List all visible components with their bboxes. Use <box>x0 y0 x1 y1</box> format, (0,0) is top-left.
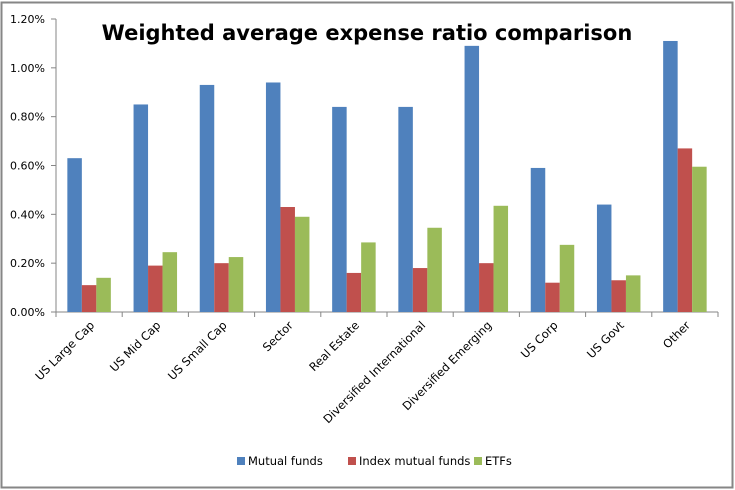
bar-index-mutual-funds-real-estate <box>346 272 362 312</box>
bar-index-mutual-funds-us-corp <box>545 282 560 312</box>
y-tick-label: 1.20% <box>10 13 45 26</box>
legend-swatch <box>474 457 482 465</box>
bar-index-mutual-funds-us-govt <box>611 280 626 312</box>
bar-etfs-other <box>692 166 707 312</box>
bar-etfs-sector <box>294 216 310 312</box>
legend-label: ETFs <box>485 454 512 468</box>
bar-etfs-us-small-cap <box>228 257 244 312</box>
bar-index-mutual-funds-diversified-emerging <box>479 263 494 312</box>
bar-index-mutual-funds-diversified-international <box>412 268 428 312</box>
bar-mutual-funds-us-govt <box>596 204 612 312</box>
bar-etfs-us-corp <box>559 244 575 312</box>
bar-etfs-diversified-international <box>427 227 442 312</box>
bar-mutual-funds-sector <box>265 82 281 312</box>
bar-etfs-us-mid-cap <box>162 252 178 312</box>
bar-mutual-funds-us-mid-cap <box>133 104 149 312</box>
bar-etfs-us-govt <box>625 275 641 312</box>
legend-swatch <box>237 457 245 465</box>
bar-index-mutual-funds-sector <box>280 207 295 312</box>
y-tick-label: 0.60% <box>10 160 45 173</box>
bar-mutual-funds-other <box>663 40 678 312</box>
bar-mutual-funds-diversified-international <box>398 106 413 313</box>
bar-mutual-funds-diversified-emerging <box>464 45 480 312</box>
bar-etfs-us-large-cap <box>96 277 111 312</box>
bar-etfs-diversified-emerging <box>493 205 509 312</box>
bar-index-mutual-funds-other <box>677 148 693 312</box>
bar-mutual-funds-us-corp <box>530 167 546 312</box>
y-tick-label: 0.40% <box>10 208 45 221</box>
y-axis: 0.00% 0.20% 0.40% 0.60% 0.80% 1.00% 1.20% <box>10 13 57 319</box>
bar-mutual-funds-real-estate <box>332 106 347 313</box>
legend-label: Mutual funds <box>248 454 323 468</box>
y-tick-label: 0.20% <box>10 257 45 270</box>
bar-index-mutual-funds-us-mid-cap <box>148 265 163 312</box>
bar-etfs-real-estate <box>361 242 376 312</box>
legend-label: Index mutual funds <box>359 454 470 468</box>
bar-index-mutual-funds-us-small-cap <box>214 263 229 312</box>
bars <box>67 40 707 313</box>
legend: Mutual funds Index mutual funds ETFs <box>237 454 512 468</box>
y-tick-label: 1.00% <box>10 62 45 75</box>
legend-swatch <box>348 457 356 465</box>
chart-title: Weighted average expense ratio compariso… <box>102 21 633 45</box>
y-tick-label: 0.80% <box>10 111 45 124</box>
y-tick-label: 0.00% <box>10 306 45 319</box>
bar-mutual-funds-us-small-cap <box>199 84 215 312</box>
bar-mutual-funds-us-large-cap <box>67 158 82 312</box>
bar-index-mutual-funds-us-large-cap <box>81 285 97 312</box>
